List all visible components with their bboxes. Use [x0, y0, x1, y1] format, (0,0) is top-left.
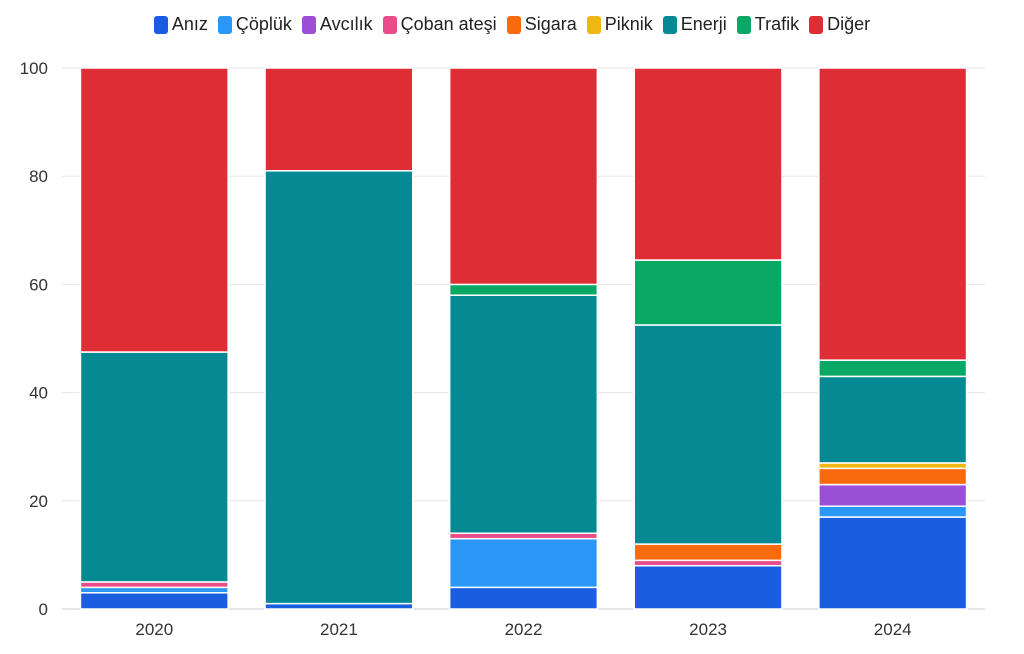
- bar-segment: [818, 467, 968, 486]
- x-tick-label: 2023: [689, 620, 727, 639]
- legend-swatch: [301, 15, 316, 34]
- legend-label: Anız: [171, 14, 208, 34]
- x-tick-label: 2022: [505, 620, 543, 639]
- legend-swatch: [382, 15, 397, 34]
- x-tick-label: 2021: [320, 620, 358, 639]
- y-tick-label: 100: [20, 59, 48, 78]
- bar-segment: [264, 170, 414, 605]
- legend-item[interactable]: Piknik: [586, 14, 653, 35]
- x-tick-label: 2024: [874, 620, 912, 639]
- legend-item[interactable]: Avcılık: [301, 14, 373, 35]
- legend-swatch: [217, 15, 232, 34]
- x-tick-label: 2020: [135, 620, 173, 639]
- bar-segment: [818, 483, 968, 507]
- bar-segment: [79, 586, 229, 594]
- legend-label: Piknik: [604, 14, 653, 34]
- legend-label: Avcılık: [319, 14, 373, 34]
- bar-segment: [264, 67, 414, 172]
- legend-item[interactable]: Çoban ateşi: [382, 14, 497, 35]
- bar-segment: [818, 516, 968, 610]
- legend-item[interactable]: Trafik: [736, 14, 800, 35]
- y-tick-label: 60: [29, 275, 48, 294]
- bar-segment: [818, 67, 968, 361]
- bar-segment: [448, 586, 599, 610]
- bar-segment: [448, 294, 599, 535]
- y-tick-label: 20: [29, 492, 48, 511]
- legend-item[interactable]: Çöplük: [217, 14, 292, 35]
- bar-segment: [633, 564, 783, 610]
- bar-segment: [79, 67, 229, 353]
- legend-swatch: [809, 15, 824, 34]
- bar-segment: [79, 581, 229, 589]
- bar-segment: [448, 537, 599, 589]
- legend-swatch: [586, 15, 601, 34]
- legend-swatch: [153, 15, 168, 34]
- legend-label: Çöplük: [235, 14, 292, 34]
- bar-segment: [818, 462, 968, 470]
- legend: Anız Çöplük Avcılık Çoban ateşi Sigara Piknik…: [0, 14, 1024, 35]
- bar-segment: [448, 67, 599, 286]
- bar-segment: [633, 259, 783, 326]
- legend-swatch: [506, 15, 521, 34]
- bar-segment: [448, 532, 599, 540]
- y-tick-label: 40: [29, 384, 48, 403]
- bar-segment: [818, 359, 968, 378]
- bar-segment: [79, 592, 229, 610]
- legend-label: Trafik: [754, 14, 800, 34]
- bar-segment: [79, 351, 229, 583]
- legend-item[interactable]: Diğer: [809, 14, 870, 35]
- legend-item[interactable]: Sigara: [506, 14, 577, 35]
- y-tick-label: 0: [39, 600, 48, 619]
- y-tick-label: 80: [29, 167, 48, 186]
- legend-label: Enerji: [680, 14, 727, 34]
- legend-swatch: [662, 15, 677, 34]
- bar-segment: [633, 559, 783, 567]
- bar-segment: [448, 283, 599, 296]
- legend-label: Çoban ateşi: [400, 14, 497, 34]
- legend-swatch: [736, 15, 751, 34]
- legend-label: Sigara: [524, 14, 577, 34]
- bar-segment: [818, 375, 968, 464]
- bar-segment: [633, 67, 783, 261]
- legend-item[interactable]: Anız: [153, 14, 208, 35]
- bar-segment: [633, 324, 783, 545]
- legend-item[interactable]: Enerji: [662, 14, 727, 35]
- bar-segment: [818, 505, 968, 518]
- bar-segment: [633, 543, 783, 562]
- legend-label: Diğer: [827, 14, 871, 34]
- bar-segment: [264, 602, 414, 610]
